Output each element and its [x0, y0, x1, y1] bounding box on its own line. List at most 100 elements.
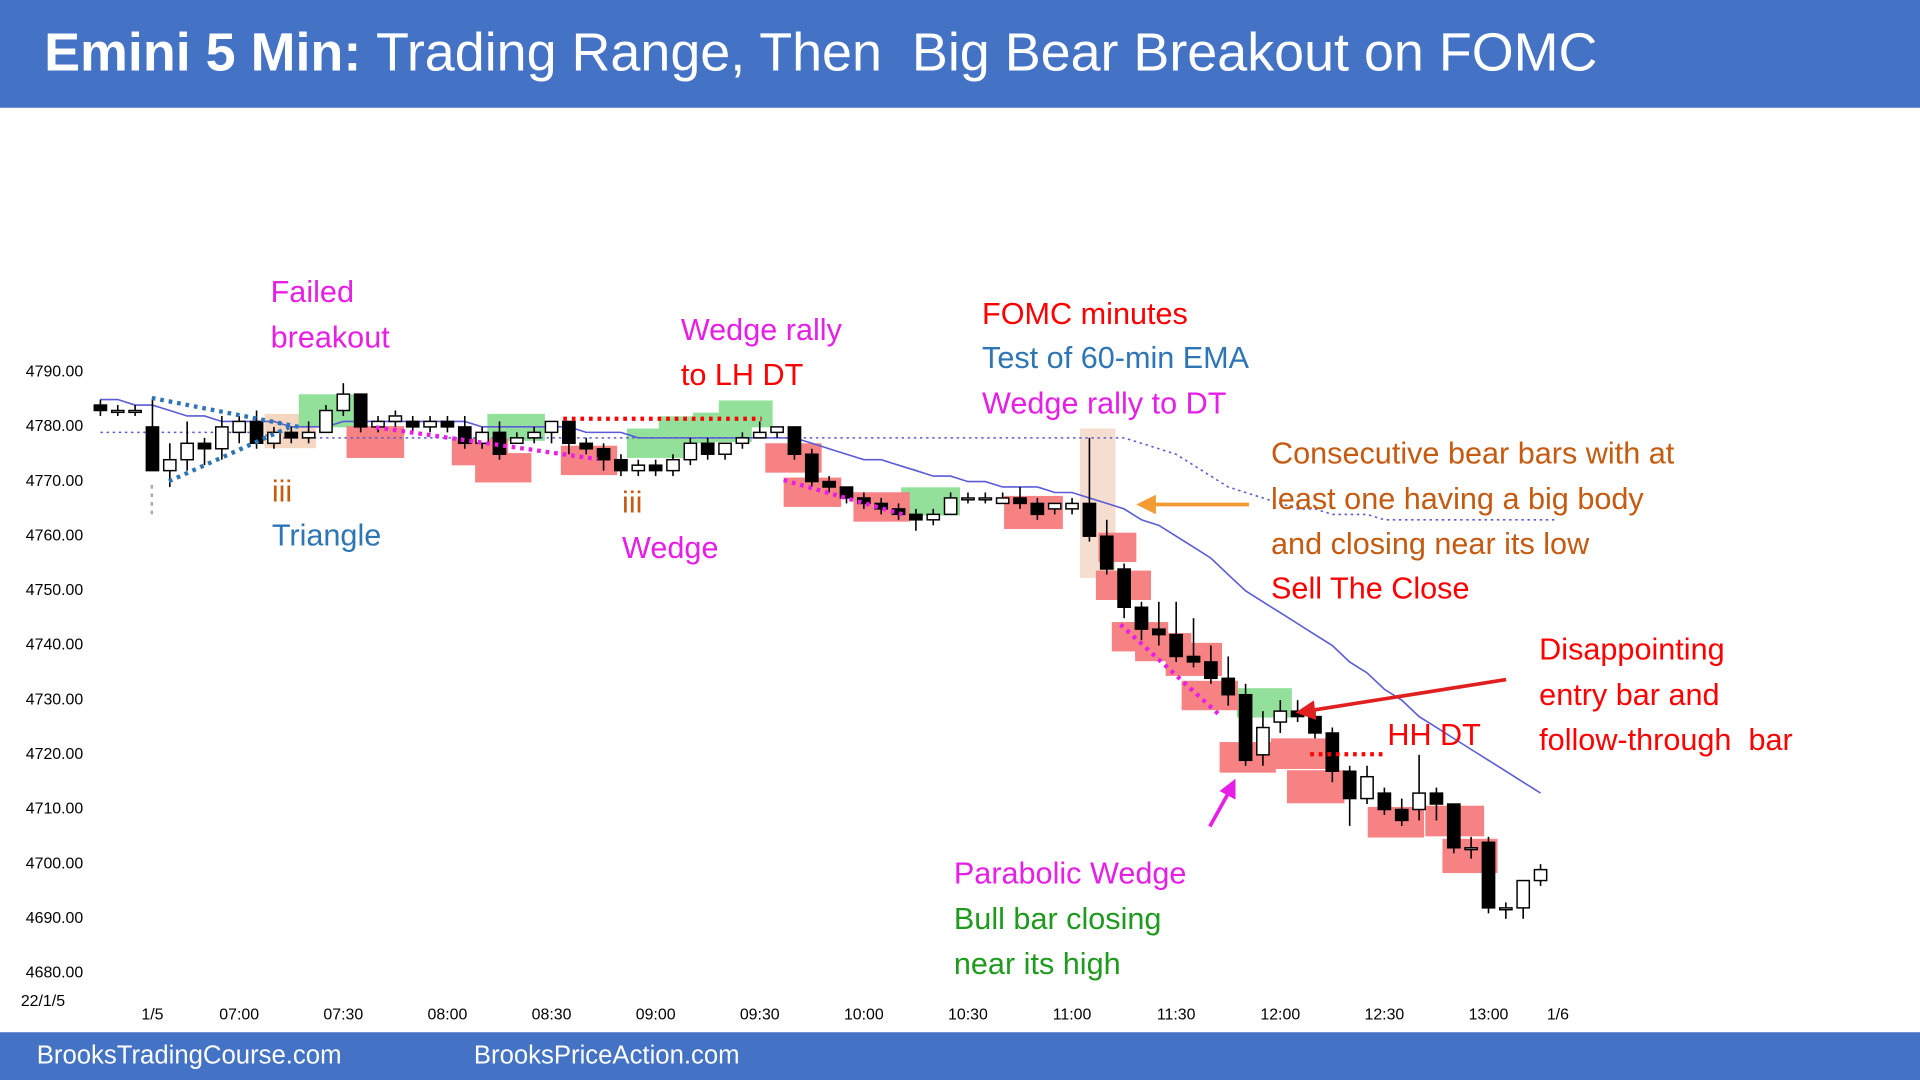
x-tick-label: 12:30 [1364, 1006, 1404, 1023]
candle-body [1117, 568, 1131, 609]
candle-body [562, 420, 576, 445]
candle-body [752, 431, 767, 439]
footer-bar [0, 1032, 1920, 1080]
candle-body [926, 513, 941, 521]
arrow-head [1136, 494, 1156, 515]
candle-body [1013, 497, 1027, 505]
y-tick-label: 4790.00 [26, 363, 84, 380]
annotation: follow-through bar [1539, 723, 1793, 757]
arrow-head [1295, 700, 1317, 720]
candle-body [162, 458, 177, 472]
annotation: Bull bar closing [954, 902, 1162, 936]
candle-body [284, 431, 299, 439]
annotation: Sell The Close [1271, 571, 1470, 605]
annotation: iii [622, 486, 642, 520]
candle-body [856, 497, 871, 505]
candle-body [1516, 879, 1531, 909]
header-bar [0, 0, 1920, 108]
title-text: Trading Range, Then Big Bear Breakout on… [376, 23, 1597, 83]
x-tick-label: 13:00 [1469, 1006, 1509, 1023]
candle-body [110, 409, 125, 414]
x-tick-label: 07:00 [219, 1006, 259, 1023]
candle-body [961, 497, 975, 501]
y-tick-label: 4750.00 [26, 582, 84, 599]
annotation: Parabolic Wedge [954, 857, 1187, 891]
candle-body [475, 431, 489, 445]
candle-body [509, 437, 524, 445]
x-tick-label: 11:30 [1157, 1006, 1196, 1023]
candle-body [1082, 502, 1097, 537]
x-tick-label: 08:00 [428, 1006, 468, 1023]
annotation: FOMC minutes [982, 297, 1188, 331]
y-tick-label: 4770.00 [26, 473, 84, 490]
candle-body [596, 448, 611, 461]
candle-body [1342, 770, 1357, 800]
plot: 4680.00 4690.00 4700.00 4710.00 4720.00 4730.… [26, 363, 1569, 1023]
candle-body [700, 442, 715, 455]
candle-body [1221, 677, 1236, 696]
annotation: and closing near its low [1271, 527, 1590, 561]
date-label: 22/1/5 [21, 993, 65, 1010]
candle-body [579, 442, 594, 450]
annotation: least one having a big body [1271, 482, 1644, 516]
candle-body [197, 442, 212, 450]
candle-body [1394, 808, 1409, 822]
candle-body [1099, 535, 1114, 570]
candle-body [527, 431, 542, 439]
candle-body [336, 393, 351, 412]
candle-body [1429, 792, 1444, 805]
candle-body [457, 426, 472, 445]
candle-body [995, 497, 1010, 505]
candle-body [683, 442, 698, 461]
candle-body [215, 426, 229, 450]
highlight [1286, 770, 1345, 804]
candle-body [301, 431, 316, 439]
annotation: Test of 60-min EMA [982, 341, 1250, 375]
annotation: near its high [954, 947, 1121, 981]
candle-body [1065, 502, 1079, 510]
candle-body [1047, 502, 1062, 510]
candle-body [388, 415, 403, 423]
y-tick-label: 4720.00 [26, 746, 84, 763]
candle-body [128, 409, 142, 414]
x-tick-label: 09:00 [636, 1006, 676, 1023]
annotations: Failed breakout iii Triangle Wedge rally… [271, 275, 1793, 981]
wedge-line [783, 477, 904, 517]
arrow [1208, 792, 1230, 828]
candle-body [1030, 502, 1045, 516]
annotation: Disappointing [1539, 633, 1724, 667]
arrow [1312, 677, 1507, 713]
candle-body [544, 420, 559, 434]
y-tick-label: 4690.00 [26, 910, 84, 927]
candle-body [1204, 661, 1218, 680]
candle-body [943, 497, 958, 516]
highlight [718, 400, 773, 428]
candle-body [1256, 726, 1270, 756]
candle-body [1273, 710, 1288, 723]
annotation: Wedge [622, 531, 718, 565]
x-tick-label: 07:30 [323, 1006, 363, 1023]
wedge-line [375, 425, 598, 462]
candle-body [405, 420, 420, 428]
moving-average [100, 398, 1541, 794]
x-tick-label: 11:00 [1053, 1006, 1092, 1023]
candle-body [267, 431, 281, 445]
title-lead: Emini 5 Min: [44, 23, 361, 83]
candle-body [1238, 693, 1253, 762]
x-tick-label: 10:00 [844, 1006, 884, 1023]
trend-lines [150, 395, 1387, 757]
annotation: breakout [271, 320, 391, 354]
candle-body [1325, 732, 1340, 772]
annotation: iii [272, 475, 292, 509]
candle-body [1377, 792, 1392, 811]
annotation: HH DT [1387, 718, 1481, 752]
y-tick-label: 4740.00 [26, 637, 84, 654]
moving-average [100, 431, 1558, 521]
highlight [475, 453, 532, 483]
candle-body [978, 497, 993, 501]
candle-body [1533, 868, 1548, 882]
y-tick-label: 4680.00 [26, 965, 84, 982]
candle-body [319, 409, 333, 434]
